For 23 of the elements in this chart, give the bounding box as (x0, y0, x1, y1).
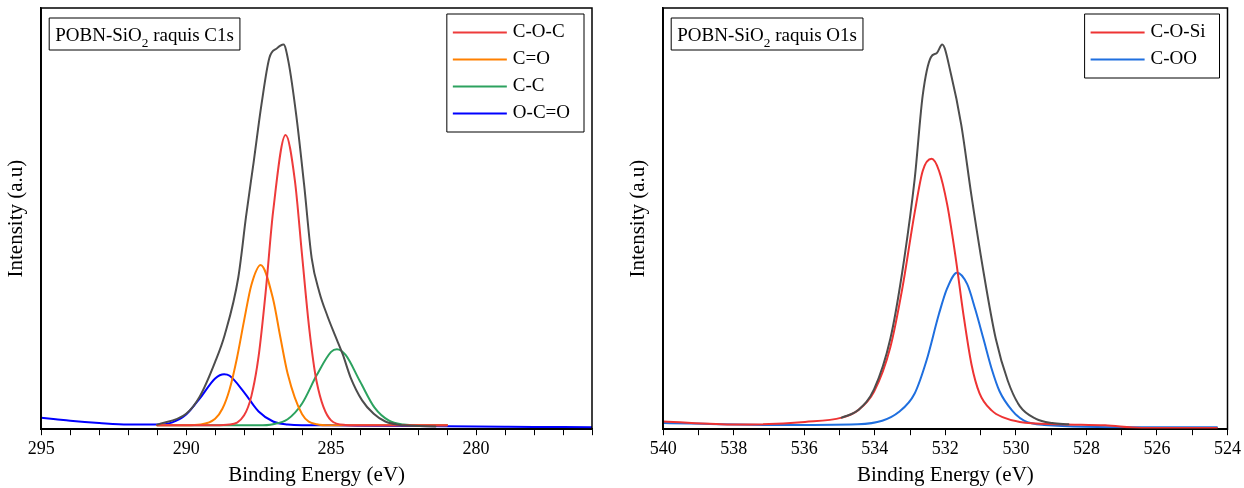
legend-label: C-OO (1150, 47, 1198, 69)
x-tick-label: 538 (720, 437, 748, 458)
x-tick-label: 526 (1143, 437, 1171, 458)
x-tick-label: 540 (649, 437, 677, 458)
legend-label: C=O (512, 47, 550, 69)
x-tick-label: 534 (861, 437, 889, 458)
y-axis-title: Intensity (a.u) (3, 159, 28, 278)
x-tick-label: 285 (317, 437, 345, 458)
legend-label: O-C=O (512, 101, 571, 123)
x-tick-label: 295 (27, 437, 55, 458)
x-tick-label: 280 (462, 437, 490, 458)
x-tick-label: 530 (1002, 437, 1030, 458)
legend-label: C-O-C (512, 20, 565, 42)
x-tick-label: 528 (1072, 437, 1100, 458)
x-tick-label: 536 (790, 437, 818, 458)
y-axis-title: Intensity (a.u) (625, 159, 650, 278)
legend-label: C-O-Si (1150, 20, 1206, 42)
x-tick-label: 524 (1214, 437, 1241, 458)
x-tick-label: 532 (931, 437, 959, 458)
x-axis-title: Binding Energy (eV) (856, 461, 1034, 486)
legend-label: C-C (512, 74, 545, 96)
x-tick-label: 290 (172, 437, 200, 458)
x-axis-title: Binding Energy (eV) (228, 461, 406, 486)
